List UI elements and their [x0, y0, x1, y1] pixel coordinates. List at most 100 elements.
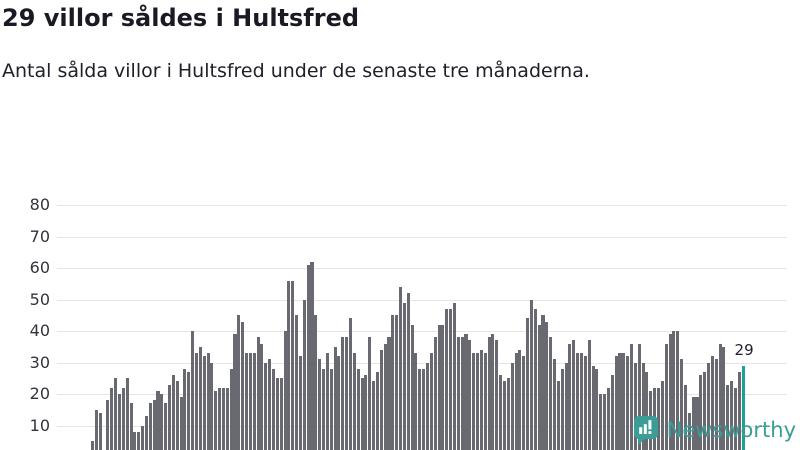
bar — [329, 368, 333, 450]
bar — [422, 368, 426, 450]
bar — [641, 362, 645, 450]
bar — [633, 362, 637, 450]
bar — [106, 400, 110, 450]
bar — [268, 359, 272, 450]
bar — [414, 353, 418, 450]
y-axis-label: 20 — [29, 384, 50, 403]
bar — [198, 346, 202, 450]
gridline — [57, 362, 787, 364]
bar — [406, 293, 410, 450]
bar — [175, 381, 179, 450]
bar — [144, 416, 148, 450]
bar — [94, 409, 98, 450]
bar — [191, 331, 195, 450]
bar — [248, 353, 252, 450]
plot-area: 0102030405060708020122014201620182020202… — [30, 197, 787, 450]
gridline — [57, 425, 787, 427]
bar — [452, 302, 456, 450]
bar — [168, 384, 172, 450]
bar — [164, 403, 168, 450]
bar — [152, 400, 156, 450]
bar — [718, 343, 722, 450]
bar — [171, 375, 175, 450]
bar — [348, 318, 353, 450]
bar — [680, 359, 684, 450]
bar — [476, 353, 480, 450]
bar — [599, 394, 603, 450]
bar — [606, 387, 610, 450]
y-axis-label: 10 — [29, 415, 50, 435]
bar — [614, 356, 618, 450]
bar — [160, 394, 164, 450]
bar — [549, 337, 553, 450]
brand-footer: Newsworthy — [633, 415, 796, 445]
bar — [541, 315, 545, 450]
bar — [183, 368, 187, 450]
bar — [137, 431, 141, 450]
bar — [502, 381, 507, 450]
bar — [129, 403, 133, 450]
gridline — [57, 331, 787, 332]
bar — [664, 343, 668, 450]
bar — [260, 343, 264, 450]
bar — [264, 362, 268, 450]
bar — [383, 343, 387, 450]
bar-value-label: 29 — [734, 340, 754, 359]
gridline — [57, 268, 787, 269]
bar — [626, 356, 630, 450]
bar — [583, 356, 587, 450]
bar — [656, 387, 661, 450]
bar — [637, 343, 641, 450]
bar — [722, 346, 726, 450]
bar — [491, 334, 495, 450]
bar — [364, 375, 368, 450]
bar — [402, 302, 406, 450]
bar — [225, 387, 229, 450]
bar — [391, 315, 395, 450]
bar — [695, 397, 699, 450]
bar — [545, 321, 549, 450]
bar — [572, 340, 576, 450]
bar — [429, 353, 433, 450]
brand-name: Newsworthy — [666, 418, 796, 442]
bar — [194, 353, 199, 450]
bar — [314, 315, 318, 450]
bar — [345, 337, 349, 450]
y-axis-label: 70 — [29, 226, 50, 246]
bar — [245, 353, 249, 450]
bar — [672, 331, 676, 450]
bar — [399, 286, 403, 450]
bar — [291, 280, 295, 450]
bar — [441, 324, 445, 450]
bar — [218, 387, 222, 450]
bar — [514, 353, 518, 450]
bar — [295, 315, 299, 450]
bar — [214, 390, 218, 450]
bar — [252, 353, 256, 450]
bar — [472, 353, 476, 450]
bar — [333, 346, 337, 450]
bar — [537, 324, 541, 450]
bar — [579, 353, 584, 450]
bar — [187, 371, 191, 450]
bar — [518, 349, 522, 450]
bar — [468, 340, 472, 450]
bar — [699, 375, 703, 450]
bar — [668, 334, 672, 450]
bar — [310, 261, 314, 450]
bar — [437, 324, 441, 450]
bar — [210, 362, 214, 450]
bar — [287, 280, 291, 450]
page-title: 29 villor såldes i Hultsfred — [2, 4, 360, 32]
gridline — [57, 299, 787, 301]
bar — [564, 362, 568, 450]
bar-chart-speech-bubble-icon — [633, 416, 658, 445]
bar — [114, 378, 118, 450]
gridline — [57, 394, 787, 395]
bar — [533, 308, 537, 450]
bar — [237, 315, 241, 450]
bar — [464, 334, 468, 450]
bar — [703, 371, 707, 450]
bar — [325, 353, 329, 450]
bar — [341, 337, 345, 450]
